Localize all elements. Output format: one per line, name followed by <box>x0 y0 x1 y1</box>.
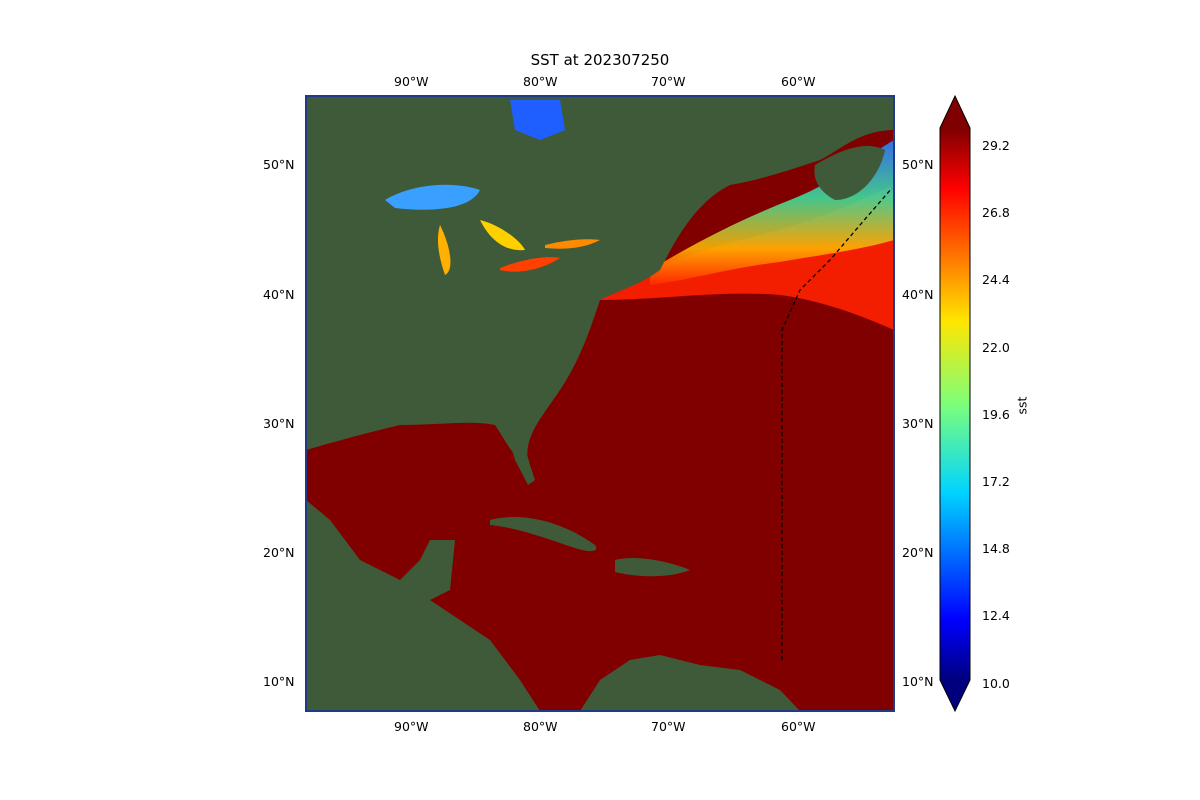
colorbar-tick-label: 12.4 <box>982 608 1010 623</box>
colorbar-min-extend <box>940 680 970 711</box>
lat-label-right: 40°N <box>902 287 934 302</box>
newfoundland-land <box>814 145 885 200</box>
colorbar-tick-label: 14.8 <box>982 541 1010 556</box>
colorbar <box>939 94 971 713</box>
lon-label-top: 70°W <box>651 74 686 89</box>
colorbar-tick-label: 29.2 <box>982 138 1010 153</box>
colorbar-tick-label: 22.0 <box>982 340 1010 355</box>
lon-label-top: 80°W <box>523 74 558 89</box>
colorbar-label: sst <box>1014 396 1030 415</box>
florida-land <box>505 425 535 485</box>
cuba-land <box>490 517 597 552</box>
lat-label-right: 50°N <box>902 157 934 172</box>
lon-label-bottom: 70°W <box>651 719 686 734</box>
lat-label-right: 30°N <box>902 416 934 431</box>
lon-label-top: 60°W <box>781 74 816 89</box>
lake-huron <box>480 220 525 251</box>
plot-title: SST at 202307250 <box>530 51 670 69</box>
lake-ontario <box>545 239 600 249</box>
colorbar-tick-label: 19.6 <box>982 407 1010 422</box>
lat-label-left: 20°N <box>263 545 295 560</box>
colorbar-tick-label: 26.8 <box>982 205 1010 220</box>
lat-label-left: 10°N <box>263 674 295 689</box>
lon-label-bottom: 90°W <box>394 719 429 734</box>
map-frame <box>305 95 895 712</box>
lat-label-right: 10°N <box>902 674 934 689</box>
lon-label-top: 90°W <box>394 74 429 89</box>
lake-erie <box>500 257 560 272</box>
map-panel <box>306 96 894 711</box>
south-america-land <box>580 655 800 711</box>
hudson-bay <box>510 100 565 140</box>
lat-label-left: 50°N <box>263 157 295 172</box>
lat-label-left: 30°N <box>263 416 295 431</box>
colorbar-max-extend <box>940 96 970 128</box>
lake-superior <box>385 184 480 210</box>
storm-track-line <box>781 187 893 660</box>
hispaniola-land <box>615 558 690 577</box>
colorbar-tick-label: 24.4 <box>982 272 1010 287</box>
central-america-land <box>306 500 540 711</box>
lon-label-bottom: 80°W <box>523 719 558 734</box>
lat-label-left: 40°N <box>263 287 295 302</box>
lon-label-bottom: 60°W <box>781 719 816 734</box>
colorbar-gradient <box>940 128 970 680</box>
cool-shelf-waters <box>650 140 894 285</box>
colorbar-tick-label: 17.2 <box>982 474 1010 489</box>
colorbar-tick-label: 10.0 <box>982 676 1010 691</box>
lake-michigan <box>437 225 451 275</box>
lat-label-right: 20°N <box>902 545 934 560</box>
